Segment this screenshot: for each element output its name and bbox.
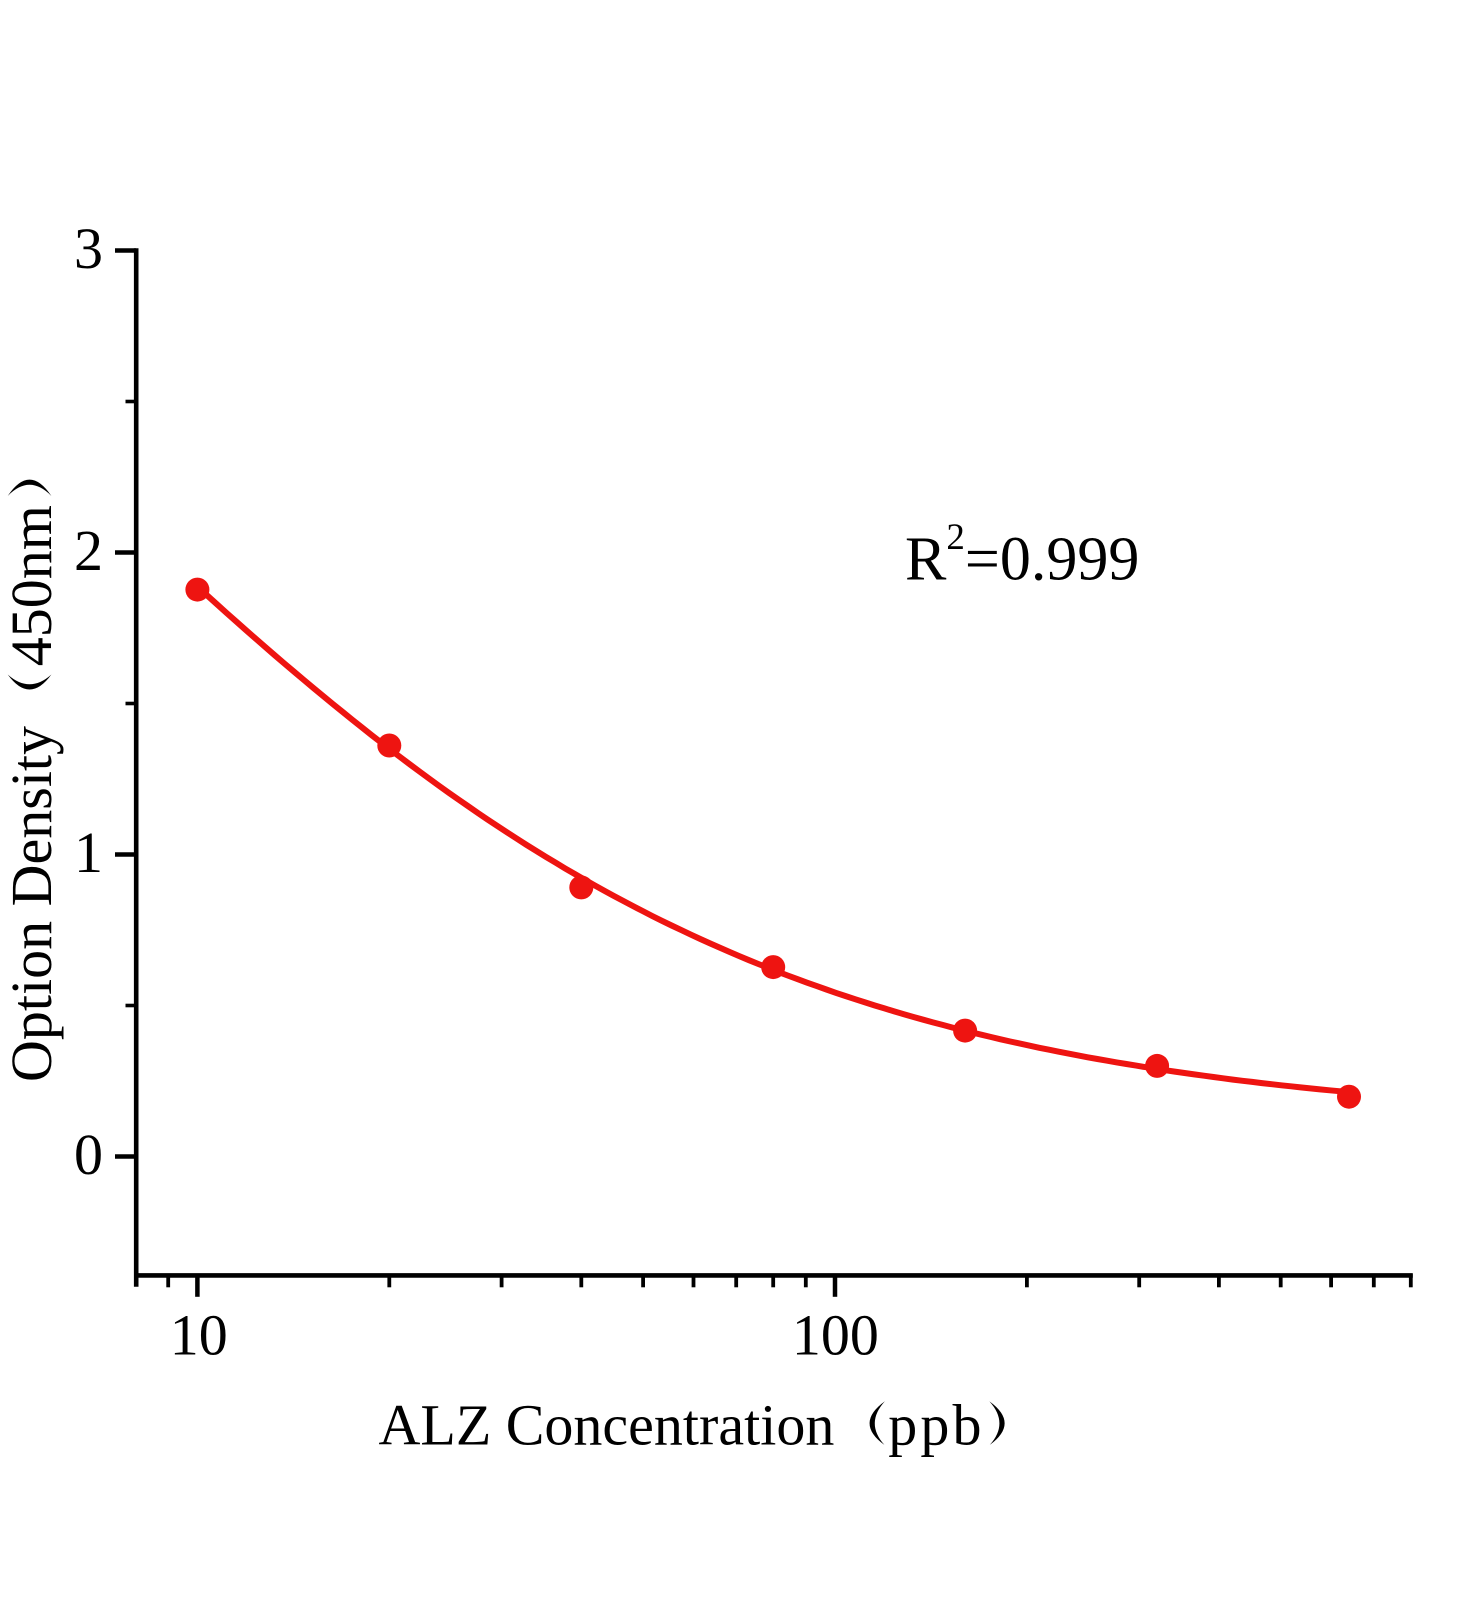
svg-text:10: 10: [170, 1303, 228, 1368]
svg-text:450nm: 450nm: [0, 505, 64, 666]
svg-text:R2=0.999: R2=0.999: [905, 517, 1139, 594]
svg-text:Option Density: Option Density: [0, 726, 64, 1082]
svg-text:0: 0: [74, 1122, 103, 1187]
svg-text:ppb: ppb: [888, 1393, 984, 1458]
svg-text:ALZ Concentration: ALZ Concentration: [379, 1393, 835, 1458]
svg-text:1: 1: [74, 820, 103, 885]
svg-text:100: 100: [792, 1303, 879, 1368]
svg-text:3: 3: [74, 216, 103, 281]
svg-text:2: 2: [74, 518, 103, 583]
